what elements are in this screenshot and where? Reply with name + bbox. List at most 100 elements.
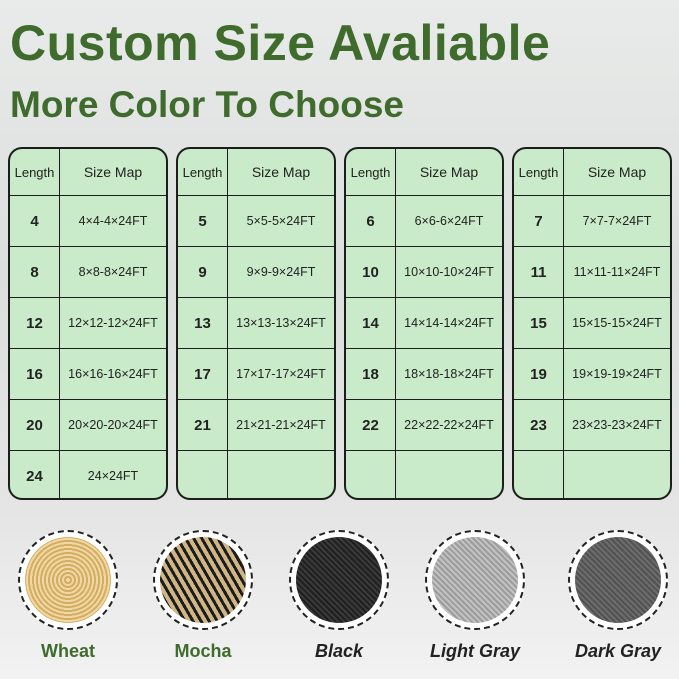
color-label: Mocha [174, 641, 232, 661]
table-row: 15 15×15-15×24FT [514, 297, 670, 348]
size-table: Length Size Map 7 7×7-7×24FT 11 11×11-11… [512, 147, 672, 500]
color-swatch[interactable] [289, 530, 389, 630]
size-cell: 5×5-5×24FT [246, 214, 316, 228]
size-table: Length Size Map 4 4×4-4×24FT 8 8×8-8×24F… [8, 147, 168, 500]
header-length: Length [178, 149, 228, 195]
size-cell: 18×18-18×24FT [404, 367, 494, 381]
header-size-map: Size Map [251, 164, 311, 180]
table-row: 23 23×23-23×24FT [514, 399, 670, 450]
size-cell [396, 451, 502, 498]
header-length: Length [514, 149, 564, 195]
size-cell [228, 451, 334, 498]
table-header: Length Size Map [346, 149, 502, 195]
table-row: 4 4×4-4×24FT [10, 195, 166, 246]
size-cell: 15×15-15×24FT [572, 316, 662, 330]
size-cell: 6×6-6×24FT [414, 214, 484, 228]
table-row: 5 5×5-5×24FT [178, 195, 334, 246]
length-cell: 12 [10, 298, 60, 348]
size-table: Length Size Map 6 6×6-6×24FT 10 10×10-10… [344, 147, 504, 500]
color-label: Dark Gray [574, 641, 662, 661]
color-label: Light Gray [429, 641, 520, 661]
length-cell: 4 [10, 196, 60, 246]
table-row [346, 450, 502, 498]
table-row: 14 14×14-14×24FT [346, 297, 502, 348]
size-cell: 7×7-7×24FT [582, 214, 652, 228]
table-row: 6 6×6-6×24FT [346, 195, 502, 246]
length-cell: 6 [346, 196, 396, 246]
length-cell: 17 [178, 349, 228, 399]
size-cell [564, 451, 670, 498]
size-cell: 11×11-11×24FT [573, 265, 661, 279]
page-title: Custom Size Avaliable [10, 15, 551, 71]
header-size-map: Size Map [587, 164, 647, 180]
size-cell: 4×4-4×24FT [78, 214, 148, 228]
size-cell: 24×24FT [87, 469, 139, 483]
length-cell: 7 [514, 196, 564, 246]
table-row: 20 20×20-20×24FT [10, 399, 166, 450]
table-header: Length Size Map [178, 149, 334, 195]
length-cell: 24 [10, 451, 60, 498]
size-cell: 13×13-13×24FT [236, 316, 326, 330]
table-header: Length Size Map [514, 149, 670, 195]
color-swatch[interactable] [568, 530, 668, 630]
size-cell: 9×9-9×24FT [246, 265, 316, 279]
table-row: 10 10×10-10×24FT [346, 246, 502, 297]
size-table: Length Size Map 5 5×5-5×24FT 9 9×9-9×24F… [176, 147, 336, 500]
table-row: 9 9×9-9×24FT [178, 246, 334, 297]
length-cell: 15 [514, 298, 564, 348]
length-cell [178, 451, 228, 498]
table-row: 17 17×17-17×24FT [178, 348, 334, 399]
color-swatch[interactable] [153, 530, 253, 630]
color-swatch[interactable] [18, 530, 118, 630]
size-cell: 8×8-8×24FT [78, 265, 148, 279]
length-cell: 9 [178, 247, 228, 297]
size-cell: 19×19-19×24FT [572, 367, 662, 381]
header-size-map: Size Map [419, 164, 479, 180]
length-cell: 21 [178, 400, 228, 450]
table-row: 24 24×24FT [10, 450, 166, 498]
length-cell: 19 [514, 349, 564, 399]
length-cell: 11 [514, 247, 564, 297]
table-row: 21 21×21-21×24FT [178, 399, 334, 450]
size-cell: 22×22-22×24FT [404, 418, 494, 432]
length-cell [514, 451, 564, 498]
table-row [514, 450, 670, 498]
size-cell: 20×20-20×24FT [68, 418, 158, 432]
header-length: Length [10, 149, 60, 195]
length-cell: 16 [10, 349, 60, 399]
page-subtitle: More Color To Choose [10, 84, 404, 125]
color-swatch[interactable] [425, 530, 525, 630]
table-header: Length Size Map [10, 149, 166, 195]
size-cell: 12×12-12×24FT [68, 316, 158, 330]
header-length: Length [346, 149, 396, 195]
table-row: 13 13×13-13×24FT [178, 297, 334, 348]
table-row: 11 11×11-11×24FT [514, 246, 670, 297]
color-label: Wheat [41, 641, 95, 661]
length-cell: 23 [514, 400, 564, 450]
table-row: 8 8×8-8×24FT [10, 246, 166, 297]
header-size-map: Size Map [83, 164, 143, 180]
length-cell: 14 [346, 298, 396, 348]
length-cell: 8 [10, 247, 60, 297]
length-cell [346, 451, 396, 498]
table-row: 22 22×22-22×24FT [346, 399, 502, 450]
size-cell: 14×14-14×24FT [404, 316, 494, 330]
length-cell: 10 [346, 247, 396, 297]
size-cell: 17×17-17×24FT [236, 367, 326, 381]
size-cell: 23×23-23×24FT [572, 418, 662, 432]
table-row: 12 12×12-12×24FT [10, 297, 166, 348]
length-cell: 18 [346, 349, 396, 399]
size-cell: 16×16-16×24FT [68, 367, 158, 381]
length-cell: 22 [346, 400, 396, 450]
table-row: 18 18×18-18×24FT [346, 348, 502, 399]
table-row [178, 450, 334, 498]
size-cell: 10×10-10×24FT [404, 265, 494, 279]
table-row: 16 16×16-16×24FT [10, 348, 166, 399]
table-row: 7 7×7-7×24FT [514, 195, 670, 246]
table-row: 19 19×19-19×24FT [514, 348, 670, 399]
length-cell: 20 [10, 400, 60, 450]
size-cell: 21×21-21×24FT [236, 418, 326, 432]
length-cell: 5 [178, 196, 228, 246]
color-label: Black [314, 641, 364, 661]
length-cell: 13 [178, 298, 228, 348]
